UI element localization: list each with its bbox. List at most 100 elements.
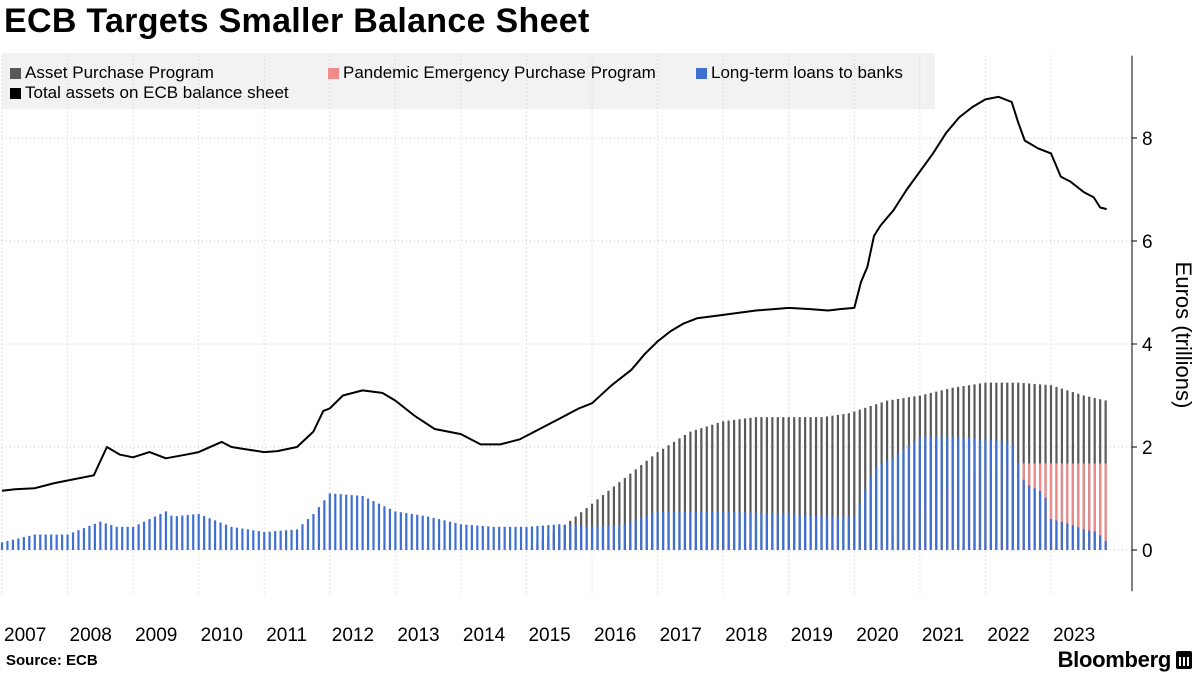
bar-loans bbox=[274, 531, 277, 550]
bar-loans bbox=[11, 539, 15, 550]
bar-loans bbox=[514, 526, 517, 550]
bar-loans bbox=[82, 528, 86, 550]
bar-loans bbox=[623, 524, 626, 550]
bar-loans bbox=[1000, 440, 1003, 550]
bar-loans bbox=[809, 515, 812, 550]
bar-loans bbox=[224, 524, 228, 550]
bar-loans bbox=[651, 513, 654, 550]
bar-loans bbox=[640, 517, 643, 550]
bar-app bbox=[683, 434, 687, 550]
bar-loans bbox=[552, 524, 555, 550]
bar-loans bbox=[175, 516, 178, 550]
bar-loans bbox=[765, 513, 768, 550]
bar-loans bbox=[137, 524, 140, 550]
bar-loans bbox=[634, 519, 637, 550]
bar-loans bbox=[6, 540, 9, 550]
bar-loans bbox=[246, 529, 249, 550]
bar-app bbox=[651, 456, 654, 550]
bar-loans bbox=[66, 534, 69, 550]
bar-loans bbox=[448, 521, 452, 550]
bar-loans bbox=[869, 475, 872, 550]
bar-loans bbox=[612, 525, 616, 550]
bar-app bbox=[618, 482, 621, 550]
y-tick-label: 6 bbox=[1142, 232, 1153, 253]
bar-loans bbox=[1049, 519, 1053, 550]
legend-item-pepp: Pandemic Emergency Purchase Program bbox=[328, 63, 656, 83]
bar-app bbox=[743, 418, 747, 550]
bar-loans bbox=[110, 525, 113, 550]
bar-loans bbox=[929, 436, 932, 550]
bar-loans bbox=[891, 457, 894, 550]
bar-loans bbox=[77, 530, 80, 550]
bar-loans bbox=[60, 534, 64, 550]
bar-loans bbox=[427, 516, 430, 550]
bar-app bbox=[760, 417, 763, 550]
bar-loans bbox=[509, 526, 512, 550]
bar-loans bbox=[989, 439, 992, 550]
bar-loans bbox=[104, 523, 107, 550]
bar-loans bbox=[132, 526, 135, 550]
bar-loans bbox=[88, 525, 91, 550]
legend-label-loans: Long-term loans to banks bbox=[711, 63, 903, 82]
bar-loans bbox=[0, 542, 4, 550]
legend-label-app: Asset Purchase Program bbox=[25, 63, 214, 82]
bar-loans bbox=[574, 525, 577, 550]
bar-loans bbox=[50, 534, 53, 550]
legend-swatch-pepp bbox=[328, 67, 339, 79]
bar-loans bbox=[55, 534, 58, 550]
bar-pepp bbox=[1060, 463, 1064, 550]
bar-app bbox=[716, 422, 719, 550]
bar-loans bbox=[1028, 485, 1031, 550]
bar-loans bbox=[711, 511, 714, 550]
bar-loans bbox=[705, 511, 708, 550]
bar-app bbox=[825, 416, 829, 550]
bar-loans bbox=[924, 436, 927, 550]
bar-loans bbox=[99, 521, 102, 550]
x-tick-label: 2007 bbox=[4, 625, 46, 646]
bar-loans bbox=[536, 525, 539, 550]
legend-item-loans: Long-term loans to banks bbox=[696, 63, 903, 83]
bar-loans bbox=[487, 526, 490, 550]
bar-loans bbox=[503, 526, 506, 550]
bar-loans bbox=[793, 514, 796, 550]
bar-pepp bbox=[1066, 463, 1069, 550]
bar-app bbox=[629, 473, 632, 550]
bar-app bbox=[596, 499, 599, 550]
bar-pepp bbox=[1093, 463, 1096, 550]
bar-loans bbox=[1044, 497, 1047, 550]
bar-loans bbox=[126, 526, 129, 550]
bar-app bbox=[678, 438, 681, 550]
x-tick-label: 2021 bbox=[922, 625, 964, 646]
bar-app bbox=[842, 414, 845, 550]
bar-loans bbox=[334, 493, 337, 550]
bar-loans bbox=[372, 501, 375, 550]
legend-item-total: Total assets on ECB balance sheet bbox=[10, 83, 289, 103]
bar-loans bbox=[918, 436, 921, 550]
bar-app bbox=[749, 417, 752, 550]
bar-loans bbox=[760, 513, 763, 550]
bar-pepp bbox=[1099, 463, 1102, 550]
bar-loans bbox=[984, 439, 987, 550]
bar-loans bbox=[935, 436, 938, 550]
bar-loans bbox=[1017, 462, 1020, 550]
bar-loans bbox=[694, 511, 697, 550]
brand-name: Bloomberg bbox=[1057, 647, 1172, 672]
bar-pepp bbox=[1077, 463, 1080, 550]
bar-app bbox=[793, 417, 796, 550]
bar-loans bbox=[1066, 523, 1069, 550]
bar-loans bbox=[252, 530, 255, 550]
bar-loans bbox=[1055, 520, 1058, 550]
total-assets-line bbox=[1, 95, 1107, 492]
bar-loans bbox=[142, 521, 146, 550]
bar-loans bbox=[727, 511, 730, 550]
bar-loans bbox=[219, 522, 222, 550]
bar-pepp bbox=[1049, 463, 1053, 550]
bar-loans bbox=[847, 516, 850, 550]
bar-loans bbox=[295, 529, 299, 550]
chart-legend: Asset Purchase Program Pandemic Emergenc… bbox=[2, 53, 935, 109]
bar-loans bbox=[672, 511, 676, 550]
bloomberg-terminal-icon bbox=[1176, 651, 1192, 669]
bar-app bbox=[776, 417, 779, 550]
legend-swatch-total bbox=[10, 87, 21, 99]
